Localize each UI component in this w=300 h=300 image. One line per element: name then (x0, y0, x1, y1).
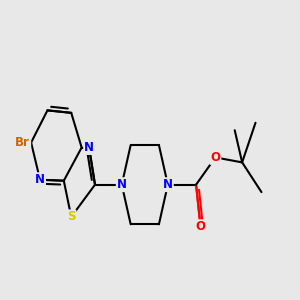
Text: Br: Br (15, 136, 30, 149)
Text: N: N (35, 173, 45, 186)
Text: O: O (210, 151, 220, 164)
Text: O: O (196, 220, 206, 233)
Text: N: N (84, 141, 94, 154)
Text: S: S (67, 210, 76, 224)
Text: N: N (163, 178, 173, 191)
Text: N: N (117, 178, 127, 191)
